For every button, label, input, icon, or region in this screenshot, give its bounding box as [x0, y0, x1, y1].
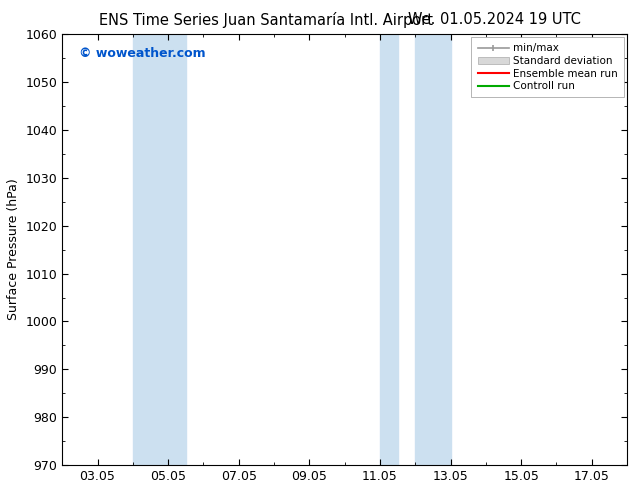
Bar	[415, 34, 451, 465]
Bar	[133, 34, 186, 465]
Legend: min/max, Standard deviation, Ensemble mean run, Controll run: min/max, Standard deviation, Ensemble me…	[471, 37, 624, 98]
Text: ENS Time Series Juan Santamaría Intl. Airport: ENS Time Series Juan Santamaría Intl. Ai…	[100, 12, 433, 28]
Text: © woweather.com: © woweather.com	[79, 47, 206, 60]
Bar	[380, 34, 398, 465]
Y-axis label: Surface Pressure (hPa): Surface Pressure (hPa)	[7, 179, 20, 320]
Text: We. 01.05.2024 19 UTC: We. 01.05.2024 19 UTC	[408, 12, 581, 27]
